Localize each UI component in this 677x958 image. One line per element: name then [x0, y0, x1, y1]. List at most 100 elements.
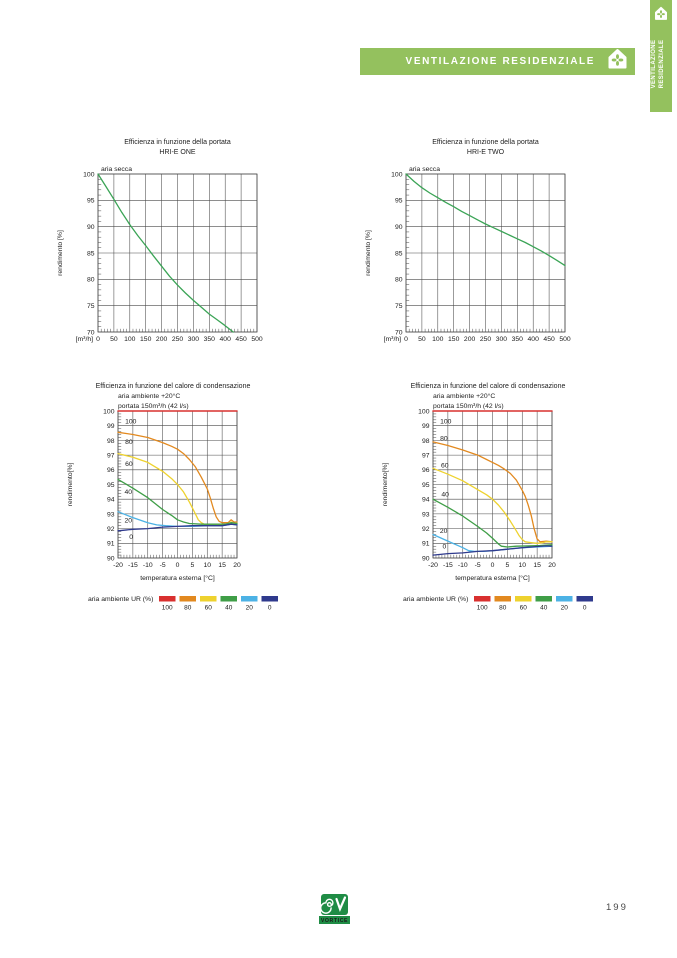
- svg-text:96: 96: [107, 467, 115, 474]
- svg-text:93: 93: [107, 511, 115, 518]
- svg-text:80: 80: [87, 277, 95, 284]
- chart-canvas: 0 50 100 150 200 250 300 350 400 450 500 70 75 80 85 90…: [57, 166, 263, 343]
- section-side-tab: VENTILAZIONE RESIDENZIALE: [650, 0, 672, 112]
- chart-title: Efficienza in funzione del calore di con…: [410, 383, 566, 390]
- chart-subtitle-line2: portata 150m³/h (42 l/s): [433, 403, 504, 410]
- svg-text:91: 91: [107, 541, 115, 548]
- svg-text:60: 60: [520, 605, 528, 612]
- ventilation-house-icon: [607, 48, 628, 75]
- svg-text:350: 350: [512, 336, 524, 343]
- svg-text:95: 95: [395, 198, 403, 205]
- chart-hri-e-two-portata: Efficienza in funzione della portata HRI…: [358, 138, 598, 353]
- svg-text:100: 100: [440, 418, 452, 425]
- chart-subtitle: HRI-E TWO: [466, 149, 505, 156]
- svg-text:200: 200: [464, 336, 476, 343]
- svg-text:rendimento [%]: rendimento [%]: [365, 230, 372, 276]
- svg-text:300: 300: [188, 336, 200, 343]
- svg-text:99: 99: [422, 423, 430, 430]
- svg-text:80: 80: [440, 435, 448, 442]
- chart-canvas: -20 -15 -10 -5 0 5 10 15 20 90 91 92 93 94 95 96 97 98 99 1…: [67, 408, 278, 612]
- chart-subtitle: HRI-E ONE: [159, 149, 196, 156]
- svg-text:98: 98: [107, 438, 115, 445]
- svg-text:99: 99: [107, 423, 115, 430]
- section-side-tab-label: VENTILAZIONE RESIDENZIALE: [650, 24, 672, 104]
- svg-text:15: 15: [533, 562, 541, 569]
- svg-text:60: 60: [125, 461, 133, 468]
- svg-text:60: 60: [441, 463, 449, 470]
- svg-text:-15: -15: [443, 562, 453, 569]
- svg-text:400: 400: [528, 336, 540, 343]
- chart-title: Efficienza in funzione della portata: [432, 139, 539, 146]
- svg-text:500: 500: [251, 336, 263, 343]
- svg-text:85: 85: [395, 250, 403, 257]
- svg-text:rendimento[%]: rendimento[%]: [382, 462, 389, 506]
- svg-text:300: 300: [496, 336, 508, 343]
- svg-text:93: 93: [422, 511, 430, 518]
- svg-text:80: 80: [395, 277, 403, 284]
- svg-text:10: 10: [203, 562, 211, 569]
- svg-text:100: 100: [103, 408, 115, 415]
- svg-text:20: 20: [548, 562, 556, 569]
- svg-text:-10: -10: [458, 562, 468, 569]
- svg-text:0: 0: [176, 562, 180, 569]
- svg-text:20: 20: [440, 528, 448, 535]
- svg-text:temperatura esterna [°C]: temperatura esterna [°C]: [140, 574, 215, 582]
- svg-text:97: 97: [422, 453, 430, 460]
- svg-text:20: 20: [561, 605, 569, 612]
- svg-text:0: 0: [491, 562, 495, 569]
- chart-canvas: 0 50 100 150 200 250 300 350 400 450 500 70 75 80 85 90…: [365, 166, 571, 343]
- svg-text:80: 80: [125, 439, 133, 446]
- svg-text:250: 250: [172, 336, 184, 343]
- svg-text:40: 40: [225, 605, 233, 612]
- svg-text:[m³/h]: [m³/h]: [76, 336, 93, 343]
- chart-subtitle-line1: aria ambiente +20°C: [118, 393, 181, 400]
- chart-title: Efficienza in funzione della portata: [124, 139, 231, 146]
- svg-text:100: 100: [477, 605, 488, 612]
- svg-text:97: 97: [107, 453, 115, 460]
- svg-text:aria secca: aria secca: [409, 166, 440, 173]
- svg-text:-20: -20: [428, 562, 438, 569]
- svg-text:100: 100: [391, 171, 403, 178]
- svg-text:70: 70: [395, 329, 403, 336]
- svg-text:0: 0: [268, 605, 272, 612]
- tab-label-line2: RESIDENZIALE: [659, 39, 665, 89]
- svg-text:0: 0: [583, 605, 587, 612]
- svg-text:94: 94: [422, 497, 430, 504]
- chart-title: Efficienza in funzione del calore di con…: [95, 383, 251, 390]
- vortice-logo-text: VORTICE: [321, 918, 348, 924]
- svg-text:40: 40: [125, 489, 133, 496]
- svg-text:100: 100: [83, 171, 95, 178]
- svg-text:100: 100: [418, 408, 430, 415]
- section-banner-label: VENTILAZIONE RESIDENZIALE: [405, 56, 595, 67]
- svg-text:90: 90: [422, 555, 430, 562]
- svg-text:20: 20: [125, 518, 133, 525]
- svg-text:70: 70: [87, 329, 95, 336]
- ventilation-house-icon-small: [654, 6, 668, 26]
- svg-text:0: 0: [404, 336, 408, 343]
- chart-hri-e-two-condensazione: Efficienza in funzione del calore di con…: [373, 383, 618, 618]
- svg-text:100: 100: [162, 605, 173, 612]
- svg-text:[m³/h]: [m³/h]: [384, 336, 401, 343]
- svg-text:50: 50: [110, 336, 118, 343]
- svg-text:150: 150: [448, 336, 460, 343]
- svg-text:100: 100: [125, 418, 137, 425]
- svg-text:15: 15: [218, 562, 226, 569]
- svg-text:75: 75: [395, 303, 403, 310]
- svg-text:aria secca: aria secca: [101, 166, 132, 173]
- svg-text:98: 98: [422, 438, 430, 445]
- svg-text:90: 90: [395, 224, 403, 231]
- svg-text:40: 40: [441, 491, 449, 498]
- svg-text:450: 450: [235, 336, 247, 343]
- svg-text:450: 450: [543, 336, 555, 343]
- svg-text:80: 80: [184, 605, 192, 612]
- svg-text:400: 400: [220, 336, 232, 343]
- svg-text:500: 500: [559, 336, 571, 343]
- chart-subtitle-line2: portata 150m³/h (42 l/s): [118, 403, 189, 410]
- chart-hri-e-one-portata: Efficienza in funzione della portata HRI…: [50, 138, 290, 353]
- svg-text:100: 100: [432, 336, 444, 343]
- svg-text:10: 10: [518, 562, 526, 569]
- svg-text:85: 85: [87, 250, 95, 257]
- svg-text:-15: -15: [128, 562, 138, 569]
- svg-text:150: 150: [140, 336, 152, 343]
